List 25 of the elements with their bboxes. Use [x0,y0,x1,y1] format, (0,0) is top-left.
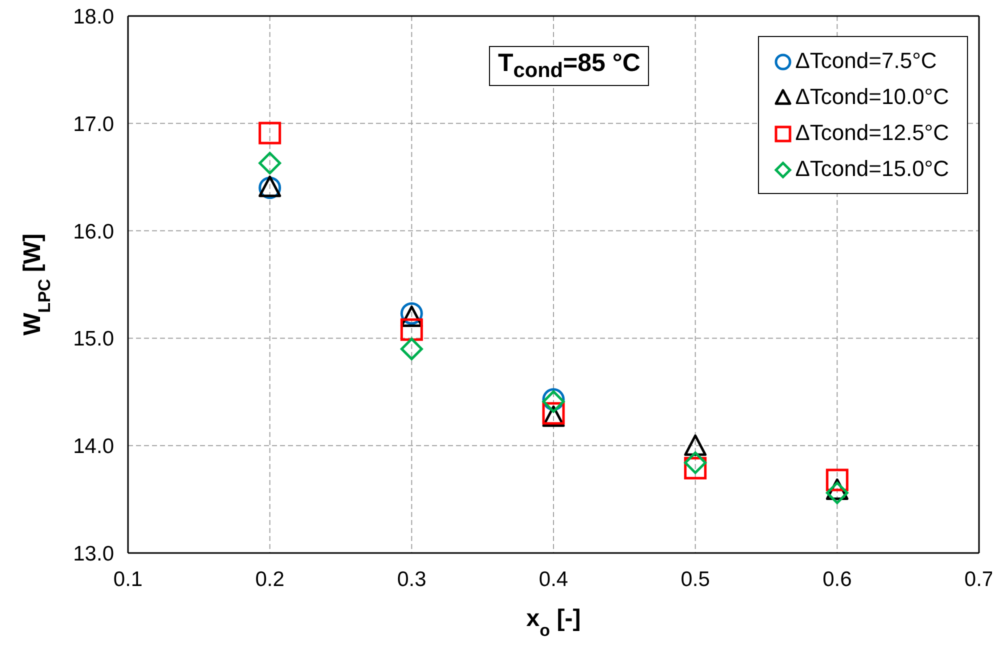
point [400,338,423,360]
legend-label: ΔTcond=10.0°C [795,84,949,109]
x-tick-label: 0.4 [538,568,568,591]
x-axis-title: x$_{o}$ [-] [526,605,581,640]
y-tick-label: 18.0 [73,5,114,28]
point [826,468,848,492]
point [826,482,848,504]
annotation: T$_{cond}$=85 °C [498,49,640,82]
legend-label: ΔTcond=7.5°C [795,48,937,73]
point [400,318,423,341]
y-tick-label: 16.0 [73,220,114,244]
x-tick-label: 0.6 [822,568,852,591]
x-tick-label: 0.1 [113,568,143,591]
x-tick-label: 0.3 [397,568,426,591]
legend-label: ΔTcond=12.5°C [795,120,949,145]
y-tick-label: 14.0 [73,435,114,458]
y-tick-label: 13.0 [73,542,114,566]
y-tick-label: 15.0 [73,328,114,351]
y-tick-label: 17.0 [73,112,114,136]
point [258,152,282,174]
point [684,452,707,474]
legend-label: ΔTcond=15.0°C [795,156,949,181]
x-tick-label: 0.5 [680,568,710,591]
point [258,122,282,144]
x-tick-label: 0.2 [255,568,284,591]
